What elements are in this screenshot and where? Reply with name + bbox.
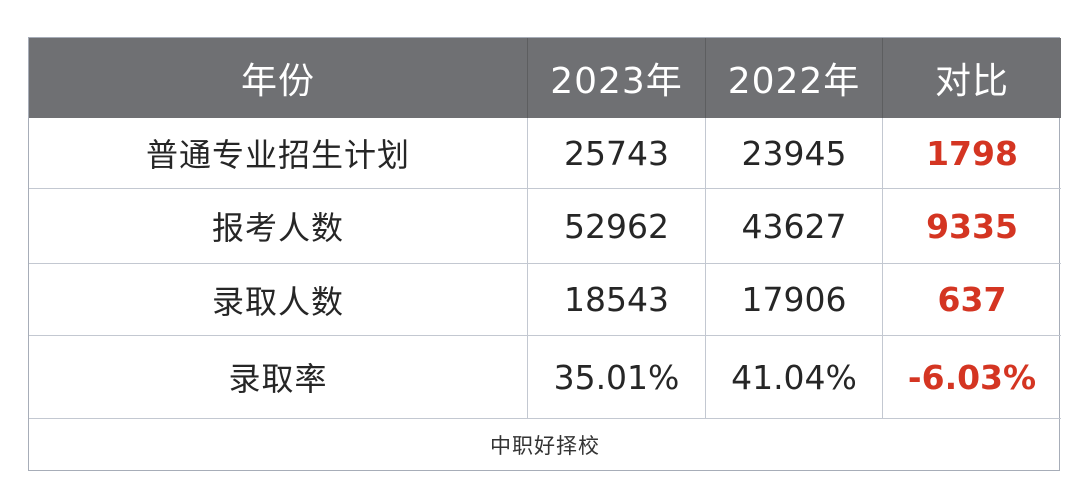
row-label-applicants: 报考人数 [29, 189, 528, 264]
value-2023-admitted: 18543 [528, 264, 706, 336]
diff-value-admitted: 637 [883, 264, 1061, 336]
enrollment-comparison-table: 年份 2023年 2022年 对比 普通专业招生计划 25743 23945 1… [28, 37, 1061, 471]
header-cell-year: 年份 [29, 38, 528, 118]
value-2023-admission-rate: 35.01% [528, 336, 706, 419]
row-label-admitted: 录取人数 [29, 264, 528, 336]
header-cell-diff: 对比 [883, 38, 1061, 118]
row-label-plan: 普通专业招生计划 [29, 118, 528, 189]
value-2022-admitted: 17906 [706, 264, 883, 336]
value-2022-admission-rate: 41.04% [706, 336, 883, 419]
header-cell-2022: 2022年 [706, 38, 883, 118]
value-2023-plan: 25743 [528, 118, 706, 189]
value-2022-applicants: 43627 [706, 189, 883, 264]
value-2022-plan: 23945 [706, 118, 883, 189]
header-cell-2023: 2023年 [528, 38, 706, 118]
footer-caption: 中职好择校 [490, 434, 600, 458]
diff-value-plan: 1798 [883, 118, 1061, 189]
row-label-admission-rate: 录取率 [29, 336, 528, 419]
diff-value-applicants: 9335 [883, 189, 1061, 264]
value-2023-applicants: 52962 [528, 189, 706, 264]
diff-value-admission-rate: -6.03% [883, 336, 1061, 419]
